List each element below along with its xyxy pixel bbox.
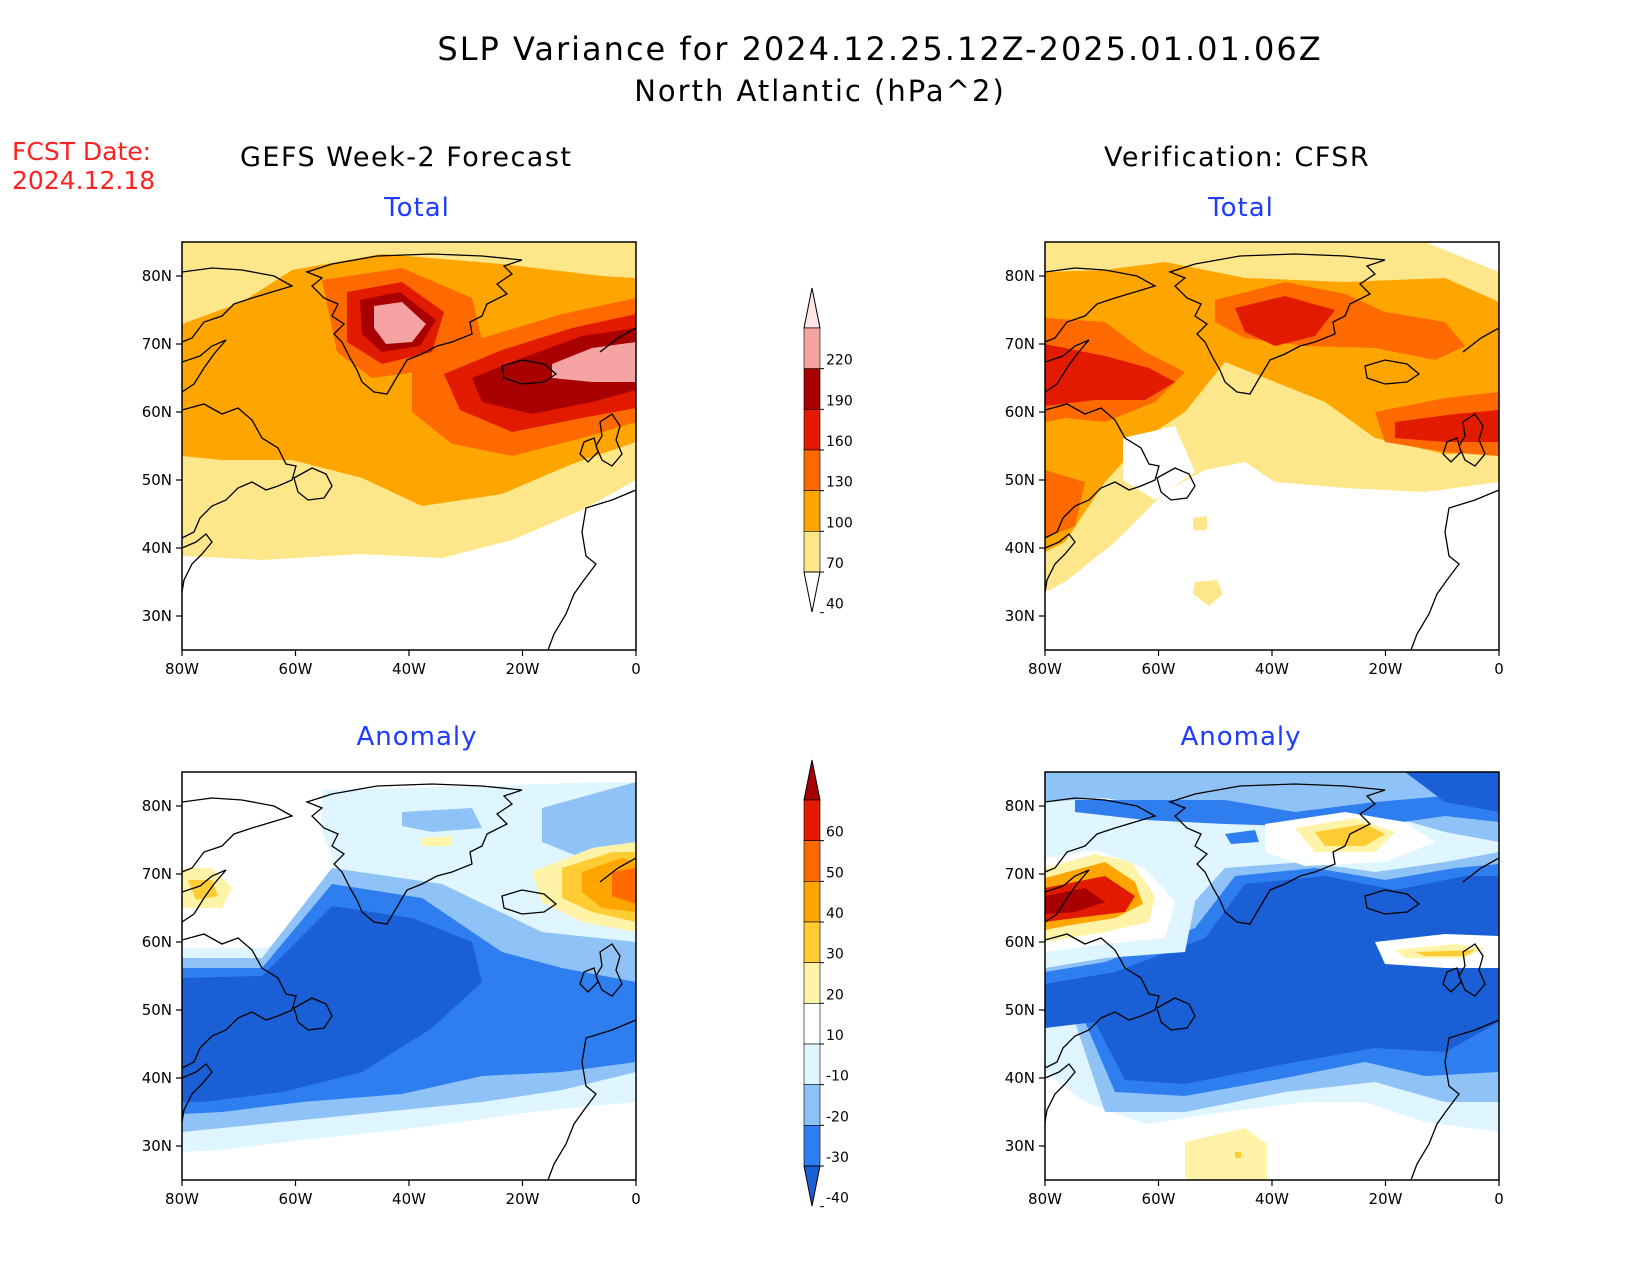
forecast-anomaly-lat-label: 40N [142,1069,172,1087]
verification-anomaly-lon-label: 0 [1494,1190,1504,1208]
top-right-panel-title: Total [1208,193,1274,223]
verification-anomaly-map [1045,772,1499,1180]
forecast-anomaly-lon-label: 0 [631,1190,641,1208]
verification-total-lat-label: 50N [1005,471,1035,489]
verification-total-lat-label: 70N [1005,335,1035,353]
forecast-total-lon-label: 20W [506,660,540,678]
verification-total-lon-label: 80W [1028,660,1062,678]
forecast-total-lon-label: 0 [631,660,641,678]
anomaly-colorbar-label: -40 [826,1191,849,1207]
anomaly-colorbar-top-arrow [803,759,821,801]
verification-anomaly-lat-label: 40N [1005,1069,1035,1087]
forecast-total-lat-label: 30N [142,607,172,625]
anomaly-colorbar-box [803,1125,821,1167]
bottom-right-panel-title: Anomaly [1180,722,1302,752]
forecast-anomaly-lon-label: 60W [279,1190,313,1208]
main-subtitle: North Atlantic (hPa^2) [634,74,1006,108]
forecast-total-lon-label: 60W [279,660,313,678]
map-axes: 80W 60W 40W 20W 0 80N 70N 60N 50N 40N 30N 80W 60W 40W… [142,267,1504,1208]
forecast-total-lat-label: 80N [142,267,172,285]
anomaly-colorbar-label: 20 [826,987,844,1003]
total-colorbar-label: 40 [826,597,844,613]
total-colorbar-label: 160 [826,434,853,450]
forecast-total-lon-label: 40W [392,660,426,678]
verification-anomaly-lat-label: 70N [1005,865,1035,883]
total-colorbar-label: 130 [826,475,853,491]
anomaly-colorbar-box [803,1084,821,1126]
forecast-anomaly-lat-label: 80N [142,797,172,815]
anomaly-colorbar-box [803,962,821,1004]
anomaly-colorbar-box [803,1003,821,1045]
anomaly-colorbar-label: -10 [826,1069,849,1085]
total-colorbar-box [803,531,821,573]
forecast-column-title: GEFS Week-2 Forecast [240,142,573,173]
verification-anomaly-lon-label: 20W [1369,1190,1403,1208]
forecast-anomaly-lat-label: 60N [142,933,172,951]
verification-anomaly-lon-label: 80W [1028,1190,1062,1208]
forecast-anomaly-lon-label: 80W [165,1190,199,1208]
total-colorbar: 220 190 160 130 100 70 40 [803,287,853,614]
anomaly-colorbar-bottom-arrow [803,1165,821,1207]
forecast-total-lon-label: 80W [165,660,199,678]
verification-column-title: Verification: CFSR [1104,142,1371,173]
verification-total-lon-label: 40W [1255,660,1289,678]
verification-anomaly-lat-label: 60N [1005,933,1035,951]
forecast-total-lat-label: 70N [142,335,172,353]
verification-anomaly-lon-label: 40W [1255,1190,1289,1208]
total-colorbar-box [803,368,821,410]
anomaly-colorbar-box [803,921,821,963]
anomaly-colorbar-label: 10 [826,1028,844,1044]
anomaly-colorbar-label: 30 [826,947,844,963]
total-colorbar-box [803,449,821,491]
anomaly-colorbar-label: 60 [826,825,844,841]
verification-total-lon-label: 20W [1369,660,1403,678]
forecast-anomaly-lon-label: 20W [506,1190,540,1208]
verification-total-lon-label: 0 [1494,660,1504,678]
top-left-panel-title: Total [384,193,450,223]
forecast-anomaly-lat-label: 70N [142,865,172,883]
anomaly-colorbar: 60 50 40 30 20 10 -10 -20 -30 -40 [803,759,849,1208]
forecast-anomaly-lat-label: 30N [142,1137,172,1155]
total-colorbar-label: 220 [826,353,853,369]
anomaly-colorbar-box [803,840,821,882]
forecast-total-map [182,242,636,650]
verification-anomaly-lat-label: 50N [1005,1001,1035,1019]
total-colorbar-top-arrow [803,287,821,329]
forecast-anomaly-lon-label: 40W [392,1190,426,1208]
forecast-anomaly-lat-label: 50N [142,1001,172,1019]
forecast-total-lat-label: 40N [142,539,172,557]
anomaly-colorbar-label: -30 [826,1150,849,1166]
verification-total-map [1045,242,1499,650]
anomaly-colorbar-label: -20 [826,1109,849,1125]
verification-total-lat-label: 40N [1005,539,1035,557]
verification-anomaly-lat-label: 30N [1005,1137,1035,1155]
verification-total-lat-label: 60N [1005,403,1035,421]
verification-total-lat-label: 80N [1005,267,1035,285]
total-colorbar-box [803,490,821,532]
forecast-anomaly-map [182,772,636,1180]
verification-total-lon-label: 60W [1142,660,1176,678]
verification-total-lat-label: 30N [1005,607,1035,625]
forecast-date-label: FCST Date: [12,137,152,166]
anomaly-colorbar-label: 40 [826,906,844,922]
anomaly-colorbar-box [803,799,821,841]
total-colorbar-label: 190 [826,393,853,409]
total-colorbar-box [803,409,821,451]
forecast-date-value: 2024.12.18 [12,166,156,195]
total-colorbar-label: 100 [826,515,853,531]
anomaly-colorbar-box [803,881,821,923]
anomaly-colorbar-box [803,1043,821,1085]
verification-anomaly-lon-label: 60W [1142,1190,1176,1208]
forecast-total-lat-label: 60N [142,403,172,421]
main-title: SLP Variance for 2024.12.25.12Z-2025.01.… [437,30,1323,68]
verification-anomaly-lat-label: 80N [1005,797,1035,815]
total-colorbar-bottom-arrow [803,571,821,613]
total-colorbar-box [803,327,821,369]
total-colorbar-label: 70 [826,556,844,572]
anomaly-colorbar-label: 50 [826,865,844,881]
forecast-total-lat-label: 50N [142,471,172,489]
bottom-left-panel-title: Anomaly [356,722,478,752]
